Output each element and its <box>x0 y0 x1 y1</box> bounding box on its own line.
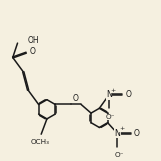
Text: O: O <box>73 94 79 103</box>
Text: OCH₃: OCH₃ <box>31 139 50 145</box>
Text: N: N <box>106 90 112 99</box>
Text: OH: OH <box>27 36 39 45</box>
Text: N: N <box>114 129 120 138</box>
Text: +: + <box>119 126 124 131</box>
Text: O⁻: O⁻ <box>114 152 124 158</box>
Text: +: + <box>111 88 116 93</box>
Text: O: O <box>126 90 132 99</box>
Text: O⁻: O⁻ <box>106 114 116 120</box>
Text: O: O <box>134 129 140 138</box>
Text: O: O <box>29 47 35 56</box>
